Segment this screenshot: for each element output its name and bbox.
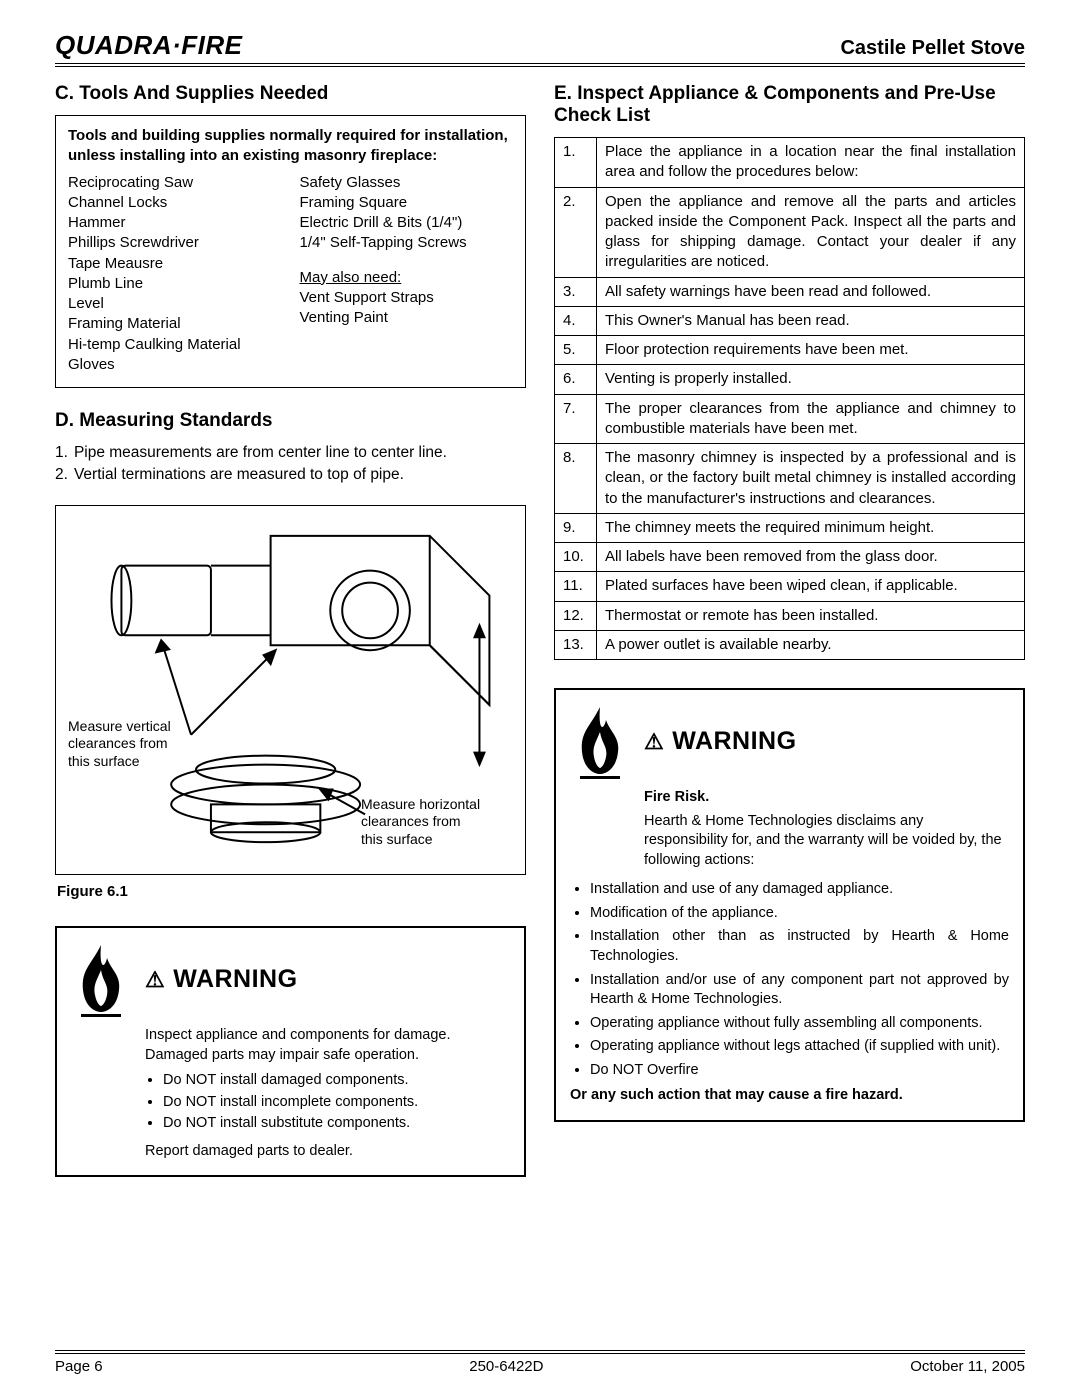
product-name: Castile Pellet Stove	[840, 37, 1025, 60]
page-header: QUADRA·FIRE Castile Pellet Stove	[55, 30, 1025, 67]
flame-icon	[71, 940, 131, 1020]
section-d-title: D. Measuring Standards	[55, 410, 526, 432]
doc-number: 250-6422D	[469, 1358, 543, 1375]
table-row: 6.Venting is properly installed.	[555, 365, 1025, 394]
fire-risk-label: Fire Risk.	[644, 788, 1009, 808]
checklist-table: 1.Place the appliance in a location near…	[554, 137, 1025, 660]
section-e-title: E. Inspect Appliance & Components and Pr…	[554, 83, 1025, 127]
table-row: 2.Open the appliance and remove all the …	[555, 187, 1025, 277]
tools-right-col: Safety Glasses Framing Square Electric D…	[300, 173, 514, 376]
tools-left-col: Reciprocating Saw Channel Locks Hammer P…	[68, 173, 282, 376]
warning-box-2: ⚠WARNING Fire Risk. Hearth & Home Techno…	[554, 688, 1025, 1122]
table-row: 7.The proper clearances from the applian…	[555, 394, 1025, 444]
table-row: 1.Place the appliance in a location near…	[555, 138, 1025, 188]
tools-box: Tools and building supplies normally req…	[55, 115, 526, 388]
doc-date: October 11, 2005	[910, 1358, 1025, 1375]
page-number: Page 6	[55, 1358, 103, 1375]
measuring-list: 1.Pipe measurements are from center line…	[55, 442, 526, 487]
alert-icon: ⚠	[644, 727, 664, 757]
table-row: 8.The masonry chimney is inspected by a …	[555, 444, 1025, 514]
figure-6-1: Measure vertical clearances from this su…	[55, 505, 526, 875]
table-row: 9.The chimney meets the required minimum…	[555, 513, 1025, 542]
table-row: 10.All labels have been removed from the…	[555, 543, 1025, 572]
table-row: 13.A power outlet is available nearby.	[555, 630, 1025, 659]
table-row: 12.Thermostat or remote has been install…	[555, 601, 1025, 630]
table-row: 5.Floor protection requirements have bee…	[555, 336, 1025, 365]
tools-intro: Tools and building supplies normally req…	[68, 126, 513, 167]
section-c-title: C. Tools And Supplies Needed	[55, 83, 526, 105]
warning-box-1: ⚠WARNING Inspect appliance and component…	[55, 926, 526, 1177]
flame-icon	[570, 702, 630, 782]
brand-logo: QUADRA·FIRE	[55, 30, 243, 61]
table-row: 4.This Owner's Manual has been read.	[555, 306, 1025, 335]
figure-caption: Figure 6.1	[57, 883, 526, 900]
table-row: 11.Plated surfaces have been wiped clean…	[555, 572, 1025, 601]
table-row: 3.All safety warnings have been read and…	[555, 277, 1025, 306]
alert-icon: ⚠	[145, 965, 165, 995]
page-footer: Page 6 250-6422D October 11, 2005	[55, 1350, 1025, 1375]
